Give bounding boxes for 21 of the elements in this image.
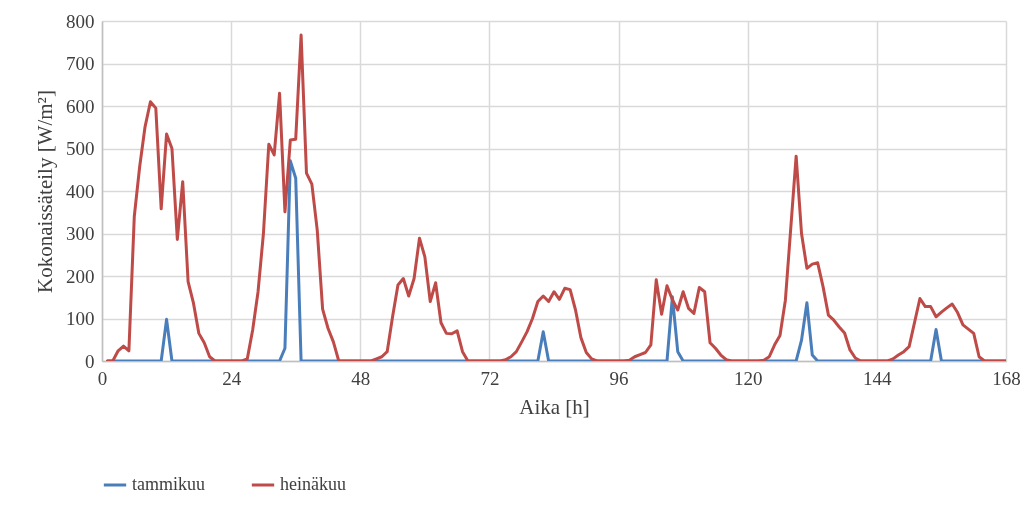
x-tick-label: 120 <box>733 367 763 389</box>
y-tick-label: 200 <box>66 265 95 287</box>
y-axis-title: Kokonaissäteily [W/m²] <box>33 90 57 293</box>
line-series <box>105 33 1006 361</box>
x-tick-label: 168 <box>992 367 1021 389</box>
x-tick-label: 96 <box>609 367 629 389</box>
y-tick-label: 600 <box>66 95 95 117</box>
legend-label: tammikuu <box>132 474 205 494</box>
x-axis-title: Aika [h] <box>519 394 590 419</box>
y-tick-label: 500 <box>66 138 95 159</box>
x-tick-label: 24 <box>222 367 242 389</box>
x-tick-label: 72 <box>480 367 500 389</box>
y-tick-label: 800 <box>66 10 95 32</box>
x-tick-label: 48 <box>351 367 371 389</box>
y-tick-label: 100 <box>66 308 95 329</box>
y-tick-label: 700 <box>66 53 95 74</box>
y-tick-label: 0 <box>85 350 95 372</box>
x-tick-label: 144 <box>863 367 893 389</box>
legend-label: heinäkuu <box>280 474 346 494</box>
y-tick-label: 300 <box>66 223 95 244</box>
y-tick-label: 400 <box>66 180 95 202</box>
